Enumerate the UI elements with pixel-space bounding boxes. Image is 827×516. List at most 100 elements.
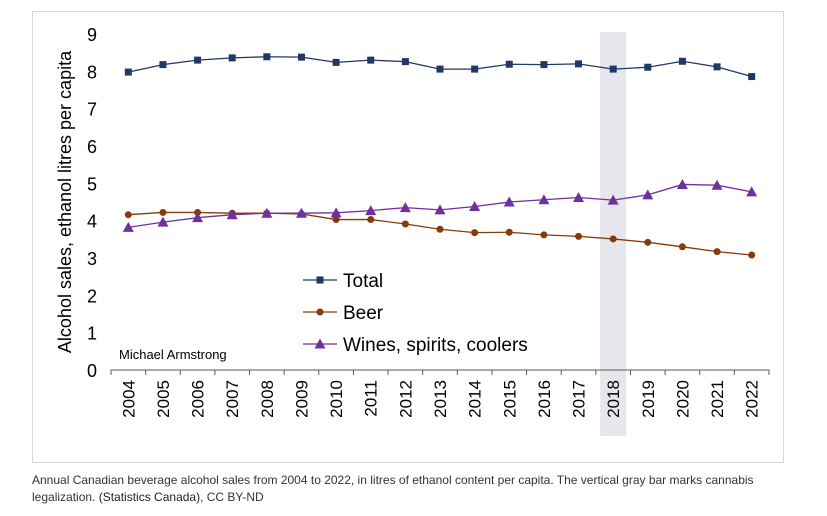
data-point-beer (159, 208, 167, 216)
data-point-wines-spirits-coolers (399, 202, 411, 213)
data-point-total (540, 61, 548, 69)
data-point-wines-spirits-coolers (226, 209, 238, 220)
data-point-beer (748, 251, 756, 259)
data-point-total (263, 53, 271, 61)
data-point-beer (332, 216, 340, 224)
data-point-beer (609, 235, 617, 243)
data-point-beer (505, 228, 513, 236)
legend-label: Wines, spirits, coolers (343, 335, 528, 356)
x-tick-label: 2014 (466, 380, 485, 418)
y-tick-label: 3 (87, 249, 97, 269)
line-chart: 0 1 2 3 4 5 6 7 8 9 Alcohol sales, ethanol litres … (55, 25, 770, 436)
data-point-total (332, 58, 340, 66)
data-point-beer (471, 229, 479, 237)
legend-entry-beer: Beer (303, 303, 384, 324)
data-point-wines-spirits-coolers (746, 186, 758, 197)
x-tick-label: 2019 (639, 380, 658, 418)
data-point-total (194, 56, 202, 64)
data-point-beer (678, 243, 686, 251)
y-tick-label: 7 (87, 100, 97, 120)
x-tick-label: 2006 (189, 380, 208, 418)
data-point-wines-spirits-coolers (711, 179, 723, 190)
legend-marker (316, 308, 324, 316)
data-point-beer (713, 248, 721, 256)
data-point-total (297, 53, 305, 61)
x-tick-label: 2004 (119, 380, 138, 418)
data-point-total (505, 60, 513, 68)
data-point-total (159, 61, 167, 69)
data-point-wines-spirits-coolers (607, 194, 619, 205)
data-point-wines-spirits-coolers (330, 207, 342, 218)
data-point-total (471, 65, 479, 73)
data-point-total (575, 60, 583, 68)
legend-entry-total: Total (303, 271, 383, 292)
data-point-beer (436, 225, 444, 233)
cannabis-legalization-bar (600, 32, 627, 436)
y-tick-label: 0 (87, 361, 97, 381)
series-total (124, 53, 756, 81)
data-point-wines-spirits-coolers (295, 207, 307, 218)
data-point-total (678, 57, 686, 65)
author-annotation: Michael Armstrong (119, 347, 227, 362)
y-axis-label: Alcohol sales, ethanol litres per capita (55, 50, 75, 353)
y-tick-label: 4 (87, 212, 97, 232)
data-point-total (228, 54, 236, 62)
x-tick-label: 2013 (431, 380, 450, 418)
data-point-wines-spirits-coolers (434, 204, 446, 215)
data-point-total (609, 65, 617, 73)
license-text: , CC BY-ND (200, 490, 264, 504)
y-tick-label: 9 (87, 25, 97, 45)
y-tick-label: 2 (87, 286, 97, 306)
x-tick-label: 2015 (500, 380, 519, 418)
y-tick-label: 8 (87, 62, 97, 82)
data-point-wines-spirits-coolers (538, 194, 550, 205)
chart-figure: 0 1 2 3 4 5 6 7 8 9 Alcohol sales, ethanol litres … (32, 11, 784, 463)
legend-marker (314, 338, 326, 349)
legend-entry-wines-spirits-coolers: Wines, spirits, coolers (303, 335, 528, 356)
data-point-total (748, 73, 756, 81)
x-tick-label: 2008 (258, 380, 277, 418)
figure-caption: Annual Canadian beverage alcohol sales f… (32, 472, 792, 506)
source-link[interactable]: (Statistics Canada) (98, 490, 201, 504)
x-tick-label: 2012 (396, 380, 415, 418)
data-point-wines-spirits-coolers (676, 178, 688, 189)
legend-marker (316, 276, 324, 284)
data-point-beer (540, 231, 548, 239)
data-point-wines-spirits-coolers (157, 216, 169, 227)
x-tick-label: 2018 (604, 380, 623, 418)
data-point-beer (124, 211, 132, 219)
data-point-total (644, 63, 652, 71)
data-point-beer (644, 238, 652, 246)
data-point-wines-spirits-coolers (469, 200, 481, 211)
caption-text: Annual Canadian beverage alcohol sales f… (32, 473, 754, 504)
x-tick-label: 2010 (327, 380, 346, 418)
data-point-wines-spirits-coolers (365, 205, 377, 216)
data-point-wines-spirits-coolers (573, 192, 585, 203)
data-point-total (401, 58, 409, 66)
series-line-beer (128, 211, 752, 256)
y-tick-label: 1 (87, 324, 97, 344)
series-wines-spirits-coolers (122, 178, 758, 232)
data-point-total (436, 65, 444, 73)
x-tick-label: 2021 (708, 380, 727, 418)
data-point-wines-spirits-coolers (642, 189, 654, 200)
data-point-total (713, 63, 721, 71)
data-point-wines-spirits-coolers (261, 207, 273, 218)
x-tick-label: 2017 (570, 380, 589, 418)
x-tick-label: 2007 (223, 380, 242, 418)
x-tick-label: 2009 (292, 380, 311, 418)
data-point-total (367, 56, 375, 64)
x-tick-label: 2005 (154, 380, 173, 418)
x-tick-label: 2022 (743, 380, 762, 418)
data-point-beer (575, 232, 583, 240)
data-point-wines-spirits-coolers (192, 212, 204, 223)
legend-label: Total (343, 271, 383, 292)
data-point-total (124, 68, 132, 76)
y-tick-label: 6 (87, 137, 97, 157)
y-tick-label: 5 (87, 174, 97, 194)
data-point-beer (401, 220, 409, 228)
legend-label: Beer (343, 303, 384, 324)
data-point-wines-spirits-coolers (122, 221, 134, 232)
x-tick-label: 2020 (673, 380, 692, 418)
x-tick-label: 2016 (535, 380, 554, 418)
